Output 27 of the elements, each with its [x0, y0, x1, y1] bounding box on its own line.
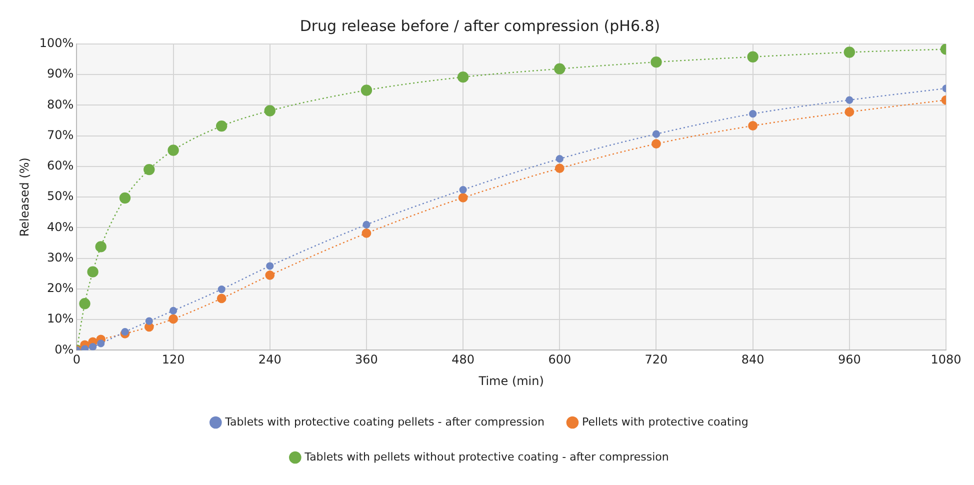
y-tick-label: 20%	[47, 281, 74, 296]
legend-label: Tablets with pellets without protective coating - after compression	[304, 450, 669, 464]
legend-label: Tablets with protective coating pellets - after compression	[224, 415, 545, 428]
x-tick-label: 360	[355, 352, 378, 367]
y-tick-label: 70%	[47, 128, 74, 142]
y-tick-label: 50%	[47, 189, 74, 204]
y-axis-title: Released (%)	[17, 158, 32, 237]
y-tick-label: 60%	[47, 158, 74, 173]
chart-title: Drug release before / after compression (pH6.8)	[300, 16, 660, 35]
x-tick-label: 480	[452, 352, 475, 367]
y-tick-label: 40%	[47, 220, 74, 234]
x-tick-label: 840	[741, 352, 764, 367]
x-tick-label: 240	[258, 352, 282, 367]
y-tick-label: 80%	[47, 97, 74, 112]
y-tick-label: 10%	[47, 312, 74, 326]
x-tick-label: 720	[644, 352, 668, 367]
y-tick-label: 0%	[54, 342, 74, 356]
x-tick-label: 1080	[930, 352, 962, 367]
y-tick-label: 30%	[47, 250, 74, 264]
x-tick-label: 0	[72, 352, 81, 367]
x-tick-label: 960	[838, 352, 861, 367]
y-tick-label: 90%	[47, 66, 74, 81]
x-tick-label: 600	[548, 352, 572, 367]
x-tick-label: 120	[162, 352, 185, 367]
x-axis-title: Time (min)	[478, 374, 544, 388]
legend-label: Pellets with protective coating	[582, 415, 748, 428]
y-tick-label: 100%	[39, 36, 74, 50]
